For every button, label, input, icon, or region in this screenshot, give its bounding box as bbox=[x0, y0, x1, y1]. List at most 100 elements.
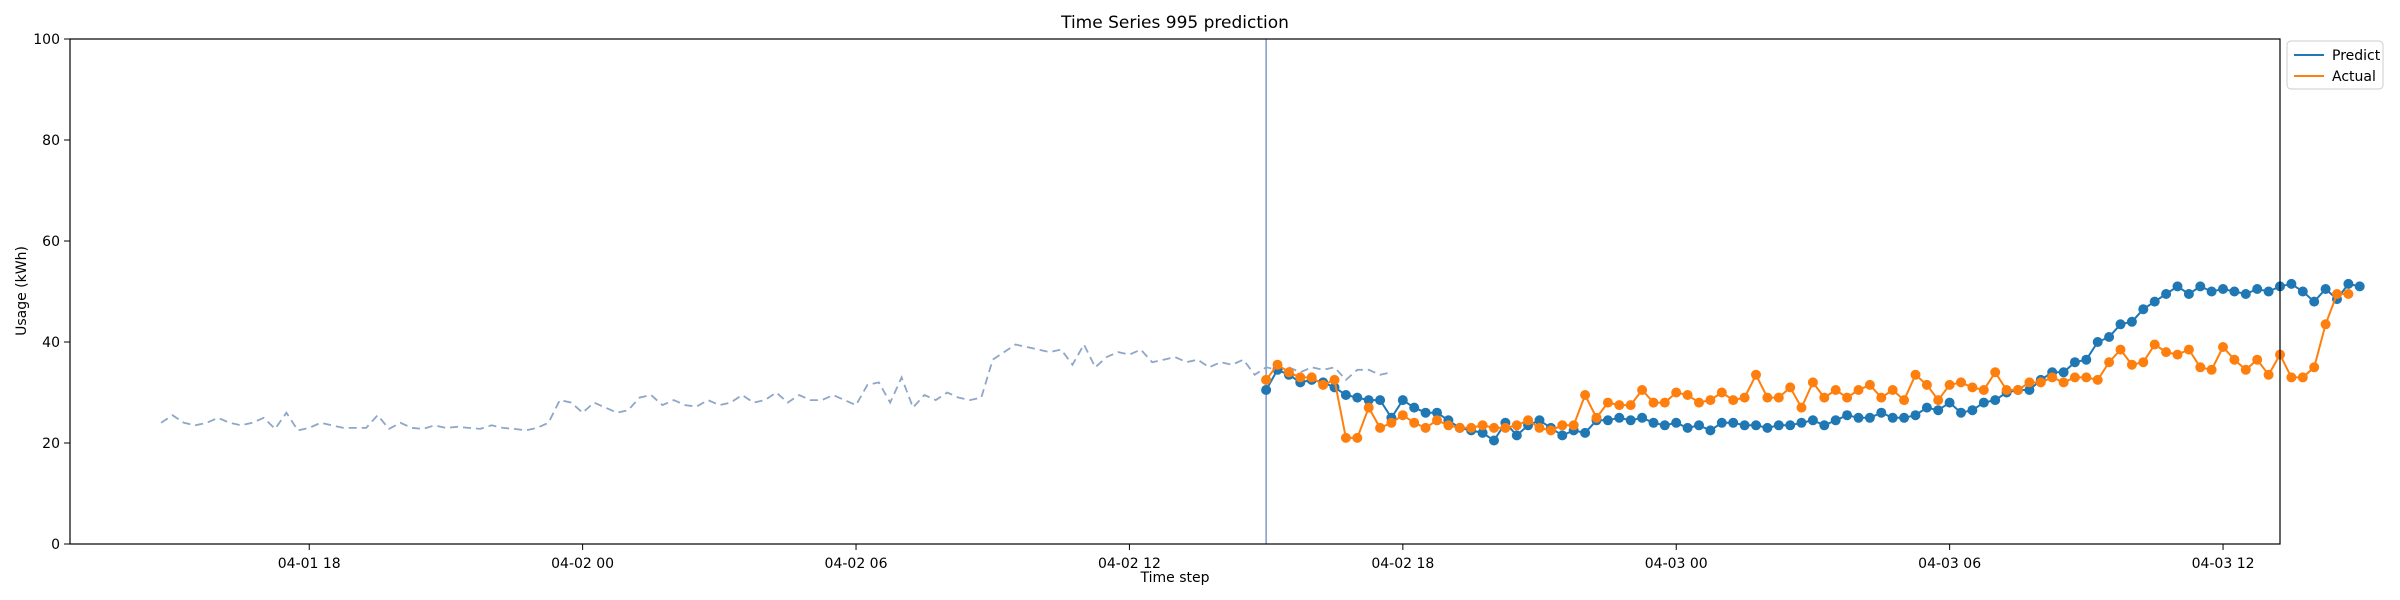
predict-point bbox=[2149, 296, 2160, 307]
actual-point bbox=[2309, 362, 2320, 373]
actual-point bbox=[1443, 420, 1454, 431]
x-tick-label: 04-01 18 bbox=[278, 556, 341, 572]
y-axis-label: Usage (kWh) bbox=[14, 246, 30, 336]
predict-point bbox=[1773, 420, 1784, 431]
y-tick-label: 80 bbox=[42, 133, 60, 149]
predict-point bbox=[1876, 407, 1887, 418]
actual-point bbox=[1659, 397, 1670, 408]
actual-point bbox=[2206, 364, 2217, 375]
predict-point bbox=[2252, 284, 2263, 294]
actual-point bbox=[1283, 367, 1294, 378]
predict-point bbox=[2115, 319, 2126, 330]
actual-point bbox=[2047, 372, 2058, 383]
predict-point bbox=[2286, 278, 2297, 289]
actual-point bbox=[1477, 420, 1488, 431]
actual-point bbox=[1306, 372, 1317, 383]
chart-title: Time Series 995 prediction bbox=[1060, 13, 1289, 33]
actual-point bbox=[1500, 422, 1511, 433]
actual-point bbox=[1830, 385, 1841, 395]
predict-point bbox=[2320, 284, 2331, 294]
actual-point bbox=[2229, 354, 2240, 365]
x-tick-label: 04-02 18 bbox=[1371, 556, 1434, 572]
predict-point bbox=[1990, 395, 2001, 406]
y-tick-label: 40 bbox=[42, 335, 60, 351]
predict-point bbox=[1409, 402, 1420, 413]
actual-point bbox=[2024, 377, 2035, 388]
x-tick-label: 04-03 06 bbox=[1918, 556, 1981, 572]
actual-point bbox=[1329, 374, 1340, 385]
predict-point bbox=[1716, 417, 1727, 428]
predict-point bbox=[1910, 410, 1921, 421]
predict-point bbox=[1340, 390, 1351, 400]
actual-point bbox=[2240, 364, 2251, 375]
actual-point bbox=[2138, 357, 2149, 368]
actual-point bbox=[1580, 390, 1591, 400]
predict-point bbox=[1534, 415, 1545, 426]
actual-point bbox=[2332, 289, 2342, 299]
actual-point bbox=[2297, 372, 2308, 383]
predict-point bbox=[2229, 286, 2240, 297]
predict-point bbox=[2309, 296, 2320, 307]
predict-point bbox=[1739, 420, 1750, 431]
actual-point bbox=[1739, 392, 1750, 403]
actual-point bbox=[2126, 359, 2137, 370]
legend-label-actual: Actual bbox=[2332, 69, 2376, 85]
predict-point bbox=[2183, 289, 2194, 299]
actual-point bbox=[1933, 395, 1944, 406]
actual-point bbox=[1409, 417, 1420, 428]
actual-point bbox=[1614, 400, 1625, 411]
predict-point bbox=[2058, 367, 2069, 378]
actual-point bbox=[2104, 357, 2115, 368]
actual-point bbox=[1454, 422, 1465, 433]
actual-point bbox=[2263, 369, 2274, 380]
actual-point bbox=[1261, 374, 1272, 385]
legend-label-predict: Predict bbox=[2332, 48, 2381, 64]
actual-point bbox=[2035, 377, 2046, 388]
legend: Predict Actual bbox=[2286, 40, 2384, 90]
predict-point bbox=[1671, 417, 1682, 428]
predict-point bbox=[2069, 357, 2080, 368]
actual-point bbox=[1466, 422, 1477, 433]
actual-point bbox=[1819, 392, 1830, 403]
y-tick-label: 0 bbox=[51, 537, 60, 553]
predict-point bbox=[1785, 420, 1796, 431]
actual-point bbox=[1420, 422, 1431, 433]
predict-point bbox=[2104, 332, 2115, 342]
y-axis-ticks: 0 20 40 60 80 100 bbox=[33, 32, 70, 553]
predict-point bbox=[1694, 420, 1704, 431]
predict-point bbox=[1728, 417, 1739, 428]
predict-point bbox=[2024, 385, 2035, 395]
predict-point bbox=[1751, 420, 1761, 431]
actual-point bbox=[1568, 420, 1579, 431]
x-tick-label: 04-02 00 bbox=[551, 556, 614, 572]
actual-point bbox=[1773, 392, 1784, 403]
actual-point bbox=[1318, 379, 1329, 390]
predict-point bbox=[1637, 412, 1648, 423]
actual-point bbox=[2115, 344, 2126, 355]
actual-point bbox=[2001, 385, 2012, 395]
x-tick-label: 04-03 12 bbox=[2192, 556, 2255, 572]
actual-point bbox=[2081, 372, 2092, 383]
actual-point bbox=[1864, 379, 1875, 390]
actual-point bbox=[2183, 344, 2194, 355]
actual-point bbox=[1751, 369, 1761, 380]
predict-point bbox=[2126, 316, 2137, 327]
actual-point bbox=[1694, 397, 1704, 408]
predict-point bbox=[1648, 417, 1659, 428]
actual-point bbox=[1853, 385, 1864, 395]
predict-point bbox=[1899, 412, 1910, 423]
predict-point bbox=[2172, 281, 2183, 292]
actual-point bbox=[1682, 390, 1693, 400]
predict-point bbox=[2092, 337, 2103, 347]
predict-point bbox=[1796, 417, 1807, 428]
actual-point bbox=[1591, 412, 1602, 423]
forecast-series bbox=[1261, 278, 2365, 446]
actual-point bbox=[1375, 422, 1386, 433]
predict-point bbox=[1602, 415, 1613, 426]
actual-point bbox=[1511, 420, 1522, 431]
actual-point bbox=[1762, 392, 1773, 403]
predict-point bbox=[1819, 420, 1830, 431]
actual-point bbox=[1807, 377, 1818, 388]
